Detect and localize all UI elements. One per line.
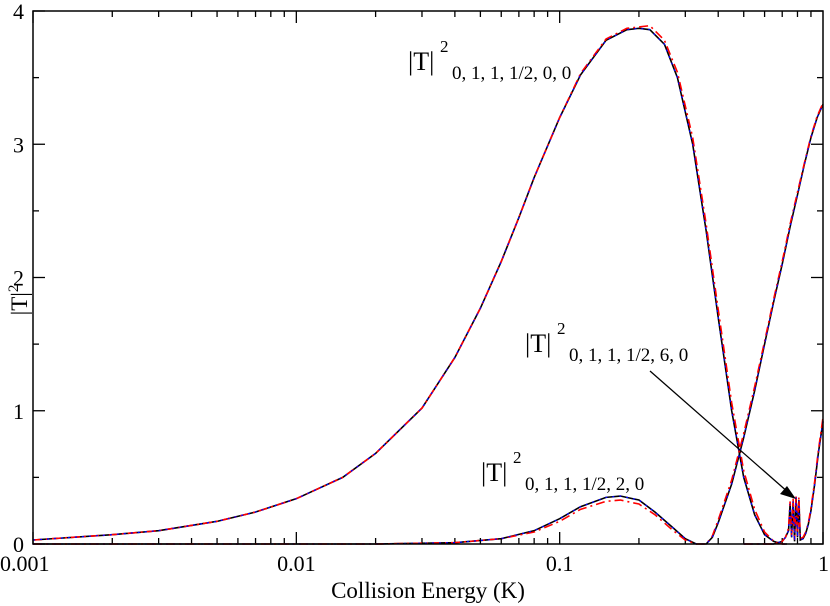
series-line-solid-0 bbox=[32, 27, 788, 545]
annotation-subscript: 0, 1, 1, 1/2, 2, 0 bbox=[525, 474, 644, 495]
annotation-superscript: 2 bbox=[513, 448, 522, 467]
annotation-main-text: |T| bbox=[481, 458, 507, 487]
plot-frame bbox=[32, 10, 824, 545]
annotation-state-6-0: |T| 2 0, 1, 1, 1/2, 6, 0 bbox=[525, 319, 796, 499]
y-axis-title: |T|2 bbox=[6, 285, 32, 316]
x-tick-label: 1 bbox=[818, 551, 829, 576]
annotation-state-2-0: |T| 2 0, 1, 1, 1/2, 2, 0 bbox=[481, 448, 644, 495]
series-line-dotted-1 bbox=[33, 104, 824, 545]
y-tick-label: 3 bbox=[13, 132, 24, 157]
annotation-subscript: 0, 1, 1, 1/2, 6, 0 bbox=[569, 345, 688, 366]
y-axis-title-sup: 2 bbox=[6, 285, 22, 293]
y-tick-label: 2 bbox=[13, 266, 24, 291]
annotation-subscript: 0, 1, 1, 1/2, 0, 0 bbox=[452, 63, 571, 84]
y-tick-label: 1 bbox=[13, 399, 24, 424]
annotation-superscript: 2 bbox=[440, 37, 449, 56]
x-tick-labels: 0.001 0.01 0.1 1 bbox=[0, 551, 829, 576]
annotation-state-0-0: |T| 2 0, 1, 1, 1/2, 0, 0 bbox=[408, 37, 571, 84]
annotation-main-text: |T| bbox=[525, 329, 551, 358]
x-tick-label: 0.1 bbox=[546, 551, 574, 576]
annotation-main-text: |T| bbox=[408, 47, 434, 76]
y-tick-labels: 0 1 2 3 4 bbox=[13, 0, 24, 557]
series-line-dotted-2 bbox=[743, 421, 824, 545]
series-line-solid-1 bbox=[33, 103, 824, 545]
series-line-dashed-1 bbox=[33, 102, 824, 545]
series-line-dashed-2 bbox=[743, 417, 824, 545]
y-tick-label: 0 bbox=[13, 532, 24, 557]
y-axis-title-main: |T| bbox=[7, 292, 32, 315]
series-line-dashed-0 bbox=[32, 24, 788, 545]
y-tick-label: 4 bbox=[13, 0, 24, 24]
x-tick-label: 0.01 bbox=[277, 551, 316, 576]
x-tick-label: 0.001 bbox=[0, 551, 50, 576]
x-axis-title: Collision Energy (K) bbox=[331, 578, 525, 603]
annotation-arrow-head bbox=[780, 486, 796, 499]
series-line-solid-2 bbox=[743, 421, 824, 545]
tick-marks bbox=[32, 10, 824, 545]
plot-series bbox=[32, 24, 824, 545]
annotation-superscript: 2 bbox=[557, 319, 566, 338]
series-line-dotted-0 bbox=[32, 27, 788, 545]
annotation-arrow-line bbox=[649, 370, 790, 494]
